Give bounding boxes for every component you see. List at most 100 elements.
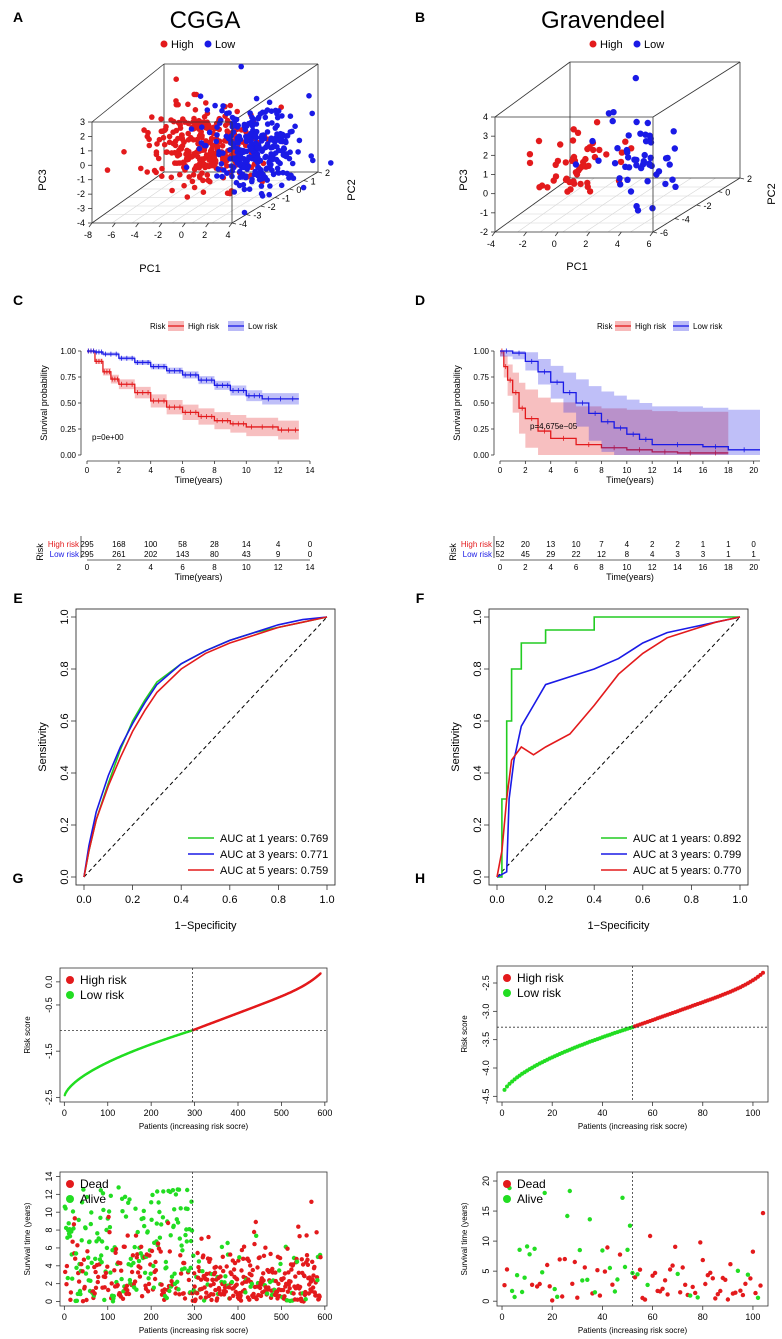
status-point bbox=[149, 1248, 155, 1254]
status-point bbox=[198, 1277, 204, 1282]
y-tick-label: 0.50 bbox=[60, 399, 76, 408]
status-point bbox=[281, 1276, 286, 1281]
status-point bbox=[163, 1259, 169, 1265]
x-tick-label: 80 bbox=[698, 1312, 708, 1322]
roc-diagonal bbox=[83, 616, 328, 878]
status-point bbox=[79, 1262, 84, 1267]
pca-point-low bbox=[212, 102, 218, 109]
y-tick-label: 15 bbox=[481, 1206, 491, 1216]
pca-point-low bbox=[204, 107, 211, 113]
status-point bbox=[191, 1253, 196, 1258]
km-legend-title: Risk bbox=[597, 322, 614, 331]
pca-point-high bbox=[175, 101, 181, 108]
pca-point-high bbox=[185, 156, 192, 163]
legend-marker bbox=[160, 40, 168, 48]
pca-point-low bbox=[634, 207, 642, 214]
y-tick-label: 20 bbox=[481, 1176, 491, 1186]
x-tick-label: 0 bbox=[179, 230, 184, 240]
status-point bbox=[198, 1295, 203, 1300]
roc-legend-label: AUC at 1 years: 0.892 bbox=[633, 833, 741, 845]
x-tick bbox=[491, 231, 496, 237]
status-point bbox=[645, 1282, 650, 1288]
legend-label: Dead bbox=[80, 1177, 109, 1191]
x-tick-label: 4 bbox=[615, 239, 620, 249]
y-tick-label: -2.5 bbox=[481, 975, 491, 991]
pca-point-high bbox=[146, 136, 152, 143]
status-point bbox=[252, 1241, 257, 1247]
y-tick-label: -4.0 bbox=[481, 1060, 491, 1076]
panel-letter-B: B bbox=[415, 9, 425, 25]
pca-point-low bbox=[233, 116, 240, 123]
risk-points bbox=[502, 970, 765, 1092]
status-point bbox=[251, 1291, 256, 1297]
risk-table-x-tick: 12 bbox=[274, 563, 283, 572]
status-point bbox=[126, 1200, 131, 1206]
status-point bbox=[575, 1295, 580, 1300]
z-tick-label: 2 bbox=[483, 150, 488, 160]
status-point bbox=[232, 1260, 238, 1266]
km-legend-label: Low risk bbox=[248, 322, 278, 331]
status-point bbox=[718, 1288, 723, 1294]
status-point bbox=[250, 1267, 255, 1273]
status-point bbox=[312, 1264, 317, 1270]
status-point bbox=[65, 1275, 71, 1281]
pca-point-low bbox=[255, 164, 261, 171]
pca-point-low bbox=[258, 183, 265, 189]
status-point bbox=[247, 1297, 252, 1302]
status-point bbox=[695, 1295, 700, 1300]
status-point bbox=[73, 1256, 78, 1261]
status-point bbox=[261, 1271, 266, 1276]
status-point bbox=[95, 1231, 100, 1236]
x-tick-label: 600 bbox=[317, 1108, 332, 1118]
status-point bbox=[725, 1297, 731, 1302]
status-point bbox=[246, 1258, 252, 1264]
risk-table-x-tick: 8 bbox=[212, 563, 217, 572]
y-tick-label: 0.75 bbox=[60, 373, 76, 382]
y-tick-label: -3 bbox=[253, 211, 261, 221]
status-point bbox=[199, 1236, 204, 1241]
pca-point-high bbox=[203, 100, 209, 106]
status-point bbox=[101, 1207, 106, 1213]
status-point bbox=[277, 1255, 283, 1261]
x-tick-label: 4 bbox=[225, 230, 230, 240]
pca-point-low bbox=[624, 154, 632, 161]
pca-point-low bbox=[670, 128, 677, 135]
risk-table-cell: 261 bbox=[112, 550, 126, 559]
km-legend: Risk High risk Low risk bbox=[150, 321, 278, 331]
x-tick-label: 0.2 bbox=[125, 894, 140, 906]
box-edge bbox=[652, 61, 741, 118]
status-point bbox=[545, 1262, 550, 1268]
status-point bbox=[177, 1236, 182, 1241]
y-tick-label: 10 bbox=[481, 1236, 491, 1246]
risk-table-cell: 1 bbox=[751, 550, 756, 559]
status-point bbox=[642, 1297, 648, 1302]
status-point bbox=[64, 1263, 70, 1269]
y-tick bbox=[652, 231, 658, 234]
x-tick-label: 300 bbox=[187, 1108, 202, 1118]
status-point bbox=[231, 1293, 236, 1299]
status-point bbox=[740, 1292, 746, 1298]
z-tick-label: 3 bbox=[80, 117, 85, 127]
x-axis-label: Patients (increasing risk socre) bbox=[578, 1326, 688, 1335]
x-tick-label: -6 bbox=[107, 230, 115, 240]
pca-point-high bbox=[158, 116, 164, 122]
pca-point-low bbox=[215, 166, 222, 172]
pca-point-low bbox=[614, 145, 621, 152]
panel-letter-D: D bbox=[415, 292, 425, 308]
pca-point-low bbox=[624, 149, 631, 156]
status-point bbox=[560, 1294, 565, 1299]
x-tick-label: -2 bbox=[519, 239, 527, 249]
y-tick-label: -2 bbox=[704, 201, 712, 211]
pca-point-low bbox=[632, 74, 639, 82]
status-point bbox=[106, 1214, 111, 1220]
km-curve bbox=[500, 350, 729, 454]
status-point bbox=[112, 1268, 117, 1273]
pca-point-high bbox=[622, 138, 629, 145]
box-edge bbox=[494, 61, 571, 118]
status-point bbox=[585, 1277, 590, 1283]
x-tick-label: 0.4 bbox=[587, 894, 602, 906]
status-point bbox=[93, 1269, 98, 1275]
status-point bbox=[238, 1293, 243, 1298]
pca-point-low bbox=[220, 150, 226, 156]
x-tick bbox=[618, 231, 622, 237]
